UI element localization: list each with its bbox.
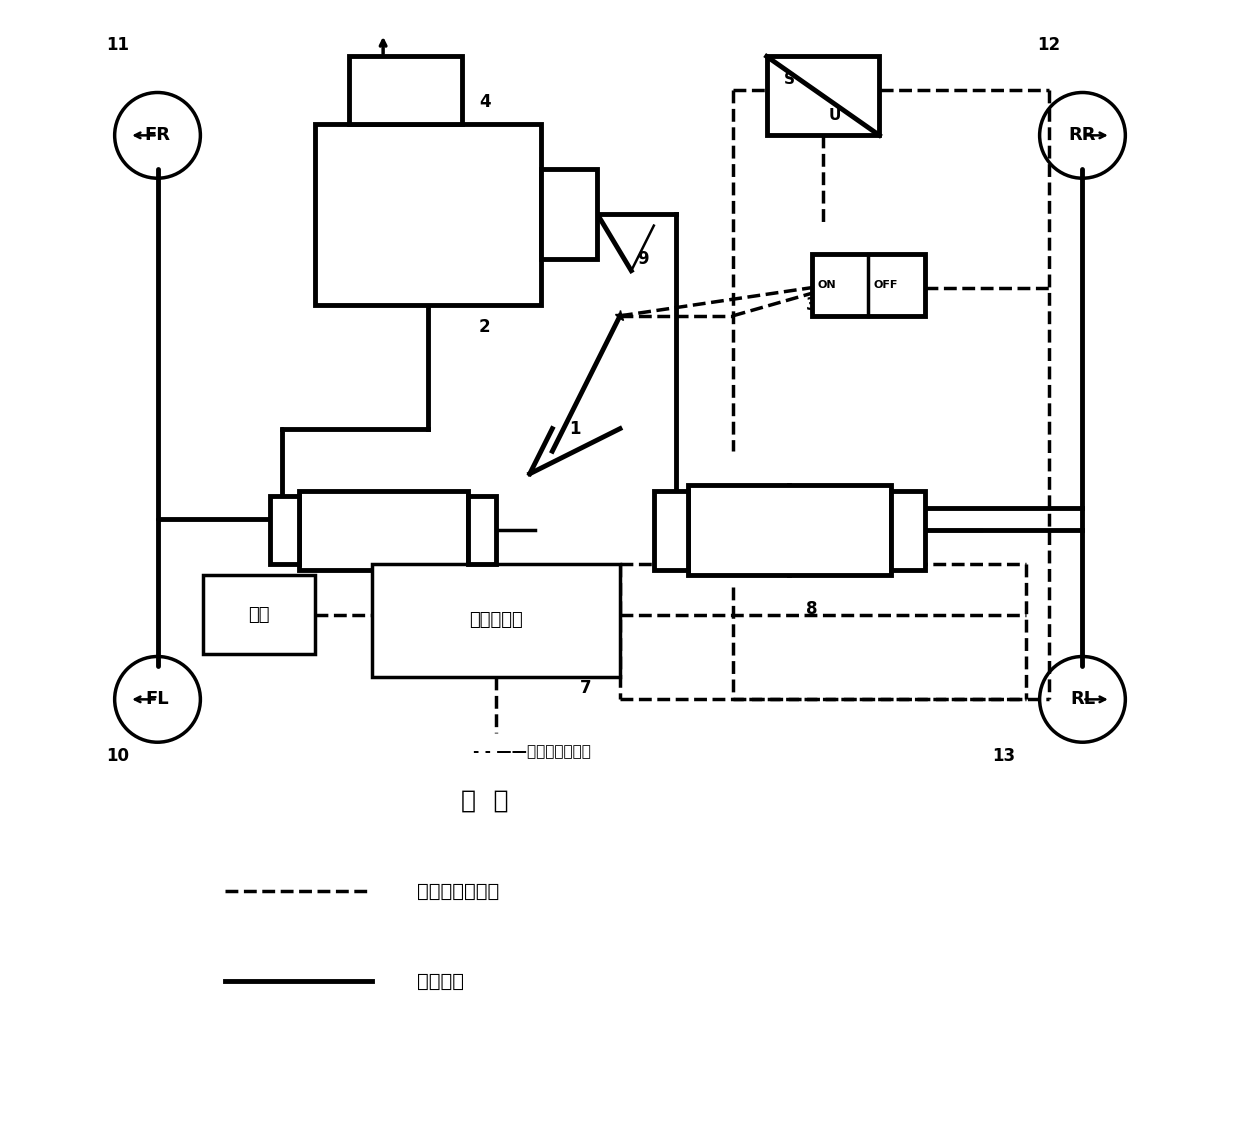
- Text: 信号线和电源线: 信号线和电源线: [417, 882, 500, 900]
- FancyBboxPatch shape: [653, 491, 688, 570]
- Text: 6: 6: [208, 623, 219, 641]
- Text: FR: FR: [145, 126, 171, 144]
- FancyBboxPatch shape: [270, 496, 299, 564]
- FancyBboxPatch shape: [315, 124, 541, 305]
- Text: FL: FL: [146, 690, 170, 708]
- Text: 制动控制器: 制动控制器: [469, 611, 523, 629]
- Text: 4: 4: [479, 92, 491, 111]
- FancyBboxPatch shape: [372, 564, 620, 677]
- Text: S: S: [784, 72, 795, 87]
- Text: RL: RL: [1070, 690, 1095, 708]
- FancyBboxPatch shape: [467, 496, 496, 564]
- Text: 7: 7: [580, 679, 591, 697]
- Text: 10: 10: [107, 747, 129, 765]
- FancyBboxPatch shape: [299, 491, 467, 570]
- Text: 13: 13: [992, 747, 1016, 765]
- FancyBboxPatch shape: [202, 575, 315, 654]
- Text: 5: 5: [467, 544, 479, 562]
- Text: 11: 11: [107, 36, 129, 54]
- Text: OFF: OFF: [874, 280, 898, 290]
- Text: - - ——至其它电控系统: - - ——至其它电控系统: [474, 743, 591, 759]
- Text: 8: 8: [806, 600, 817, 618]
- Text: 电源: 电源: [248, 606, 270, 624]
- Text: 3: 3: [806, 296, 817, 314]
- Text: 2: 2: [479, 318, 491, 336]
- Text: 12: 12: [1037, 36, 1060, 54]
- Text: ON: ON: [817, 280, 836, 290]
- Text: U: U: [828, 107, 841, 123]
- FancyBboxPatch shape: [812, 254, 925, 316]
- FancyBboxPatch shape: [350, 56, 463, 124]
- FancyBboxPatch shape: [541, 169, 598, 259]
- Text: 9: 9: [637, 250, 649, 268]
- FancyBboxPatch shape: [890, 491, 925, 570]
- FancyBboxPatch shape: [688, 485, 890, 575]
- Text: RR: RR: [1069, 126, 1096, 144]
- FancyBboxPatch shape: [766, 56, 879, 135]
- Text: 1: 1: [569, 420, 580, 438]
- Text: 制动管路: 制动管路: [417, 972, 464, 990]
- Text: 图  例: 图 例: [461, 788, 508, 813]
